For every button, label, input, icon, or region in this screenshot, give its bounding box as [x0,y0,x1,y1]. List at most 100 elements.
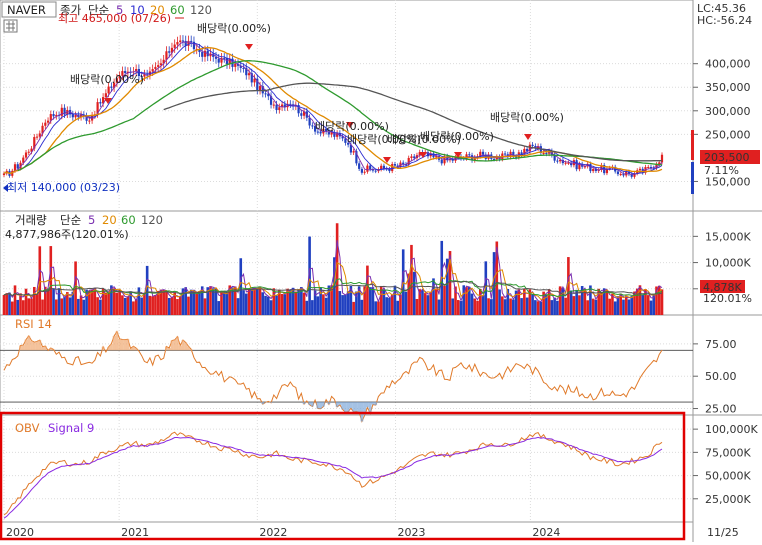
candle-body [364,172,366,173]
volume-bar [589,285,592,315]
volume-bar [118,290,121,315]
date-label: 2023 [398,526,426,539]
range-bar-down [691,162,694,194]
volume-bar [498,289,501,315]
volume-bar [578,295,581,315]
rsi-overbought-fill [173,340,176,350]
volume-bar [281,294,284,315]
volume-bar [344,295,347,315]
candle-body [47,121,49,123]
volume-bar [107,291,110,315]
volume-info: 4,877,986주(120.01%) [5,228,129,241]
candle-body [639,169,641,170]
y-tick-label: 100,000K [705,423,758,436]
volume-bar [405,292,408,315]
volume-bar [479,289,482,315]
volume-bar [322,294,325,315]
candle-body [273,105,275,106]
volume-bar [369,287,372,315]
volume-bar [58,288,61,315]
volume-bar [465,287,468,315]
volume-bar [540,302,543,315]
candle-body [190,41,192,42]
volume-bar [171,297,174,315]
volume-bar [306,301,309,315]
volume-bar [295,292,298,315]
candle-body [620,174,622,175]
date-label: 2024 [532,526,560,539]
vol-ma120-legend: 120 [141,213,163,227]
volume-bar [622,300,625,315]
volume-bar [473,299,476,315]
candle-body [25,152,27,157]
symbol-label: NAVER [7,3,46,17]
volume-bar [317,296,320,315]
volume-bar [429,292,432,315]
candle-body [201,52,203,57]
volume-bar [644,289,647,315]
candle-body [468,154,470,155]
volume-bar [30,298,33,315]
volume-bar [297,289,300,315]
candle-body [369,166,371,170]
rsi-overbought-fill [121,339,124,350]
volume-bar [471,294,474,315]
candle-body [565,163,567,164]
y-tick-label: 25,000K [705,493,751,506]
volume-bar [341,295,344,315]
volume-bar [641,295,644,315]
candle-body [275,105,277,110]
volume-bar [41,300,44,315]
volume-bar [198,291,201,315]
rsi-oversold-fill [270,402,273,403]
volume-bar [151,296,154,315]
vol-ma60-legend: 60 [121,213,136,227]
volume-bar [427,295,430,315]
candle-body [410,156,412,158]
candle-body [44,123,46,126]
volume-bar [261,292,264,315]
volume-bar [526,298,529,315]
candle-body [179,40,181,42]
volume-bar [237,298,240,315]
candle-body [105,93,107,97]
candle-body [413,156,415,158]
volume-bar [606,290,609,315]
candle-body [532,145,534,146]
rsi-oversold-fill [341,402,344,409]
rsi-oversold-fill [338,402,341,405]
volume-bar [534,300,537,315]
volume-bar [36,294,39,315]
volume-bar [121,295,124,315]
candle-body [110,87,112,88]
volume-bar [366,266,369,315]
volume-bar [284,294,287,315]
volume-bar [584,290,587,315]
volume-bar [562,288,565,315]
low-price-note: 최저 140,000 (03/23) [7,181,120,194]
volume-bar [83,300,86,315]
candle-body [157,65,159,67]
rsi-oversold-fill [261,402,264,404]
rsi-overbought-fill [44,346,47,350]
volume-bar [553,298,556,315]
volume-legend-label: 거래량 [15,213,47,227]
candle-body [17,164,19,168]
y-tick-label: 75.00 [705,338,737,351]
volume-bar [154,295,157,315]
rsi-overbought-fill [25,340,28,351]
volume-bar [443,286,446,315]
candle-body [36,137,38,138]
rsi-oversold-fill [355,402,358,411]
volume-bar [27,298,30,315]
rsi-overbought-fill [179,346,182,351]
rsi-oversold-fill [311,402,314,406]
grid-toggle-icon[interactable] [4,20,17,32]
volume-bar [116,293,119,315]
volume-bar [239,258,242,315]
date-corner-label: 11/25 [707,526,739,539]
y-tick-label: 350,000 [705,81,751,94]
volume-bar [551,300,554,315]
volume-bar [413,272,416,315]
